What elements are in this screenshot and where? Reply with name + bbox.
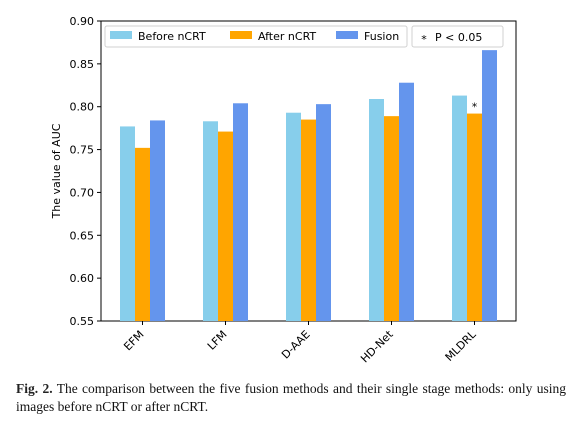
y-tick-label: 0.60: [70, 272, 95, 285]
y-tick-label: 0.90: [70, 15, 95, 28]
bar: [120, 126, 135, 321]
x-tick-label: D-AAE: [279, 328, 313, 362]
significance-marker: *: [472, 101, 478, 114]
legend-label: After nCRT: [258, 30, 316, 43]
y-tick-label: 0.75: [70, 144, 95, 157]
bar: [203, 121, 218, 322]
legend-box: [104, 25, 408, 48]
legend-swatch: [336, 31, 358, 39]
legend-swatch: [230, 31, 252, 39]
bar: [301, 119, 316, 321]
x-axis: EFM LFM D-AAE HD-Net MLDRL: [121, 321, 479, 365]
bar: [482, 50, 497, 322]
bar: [369, 99, 384, 321]
bars: [120, 50, 497, 322]
figure-caption: Fig. 2. The comparison between the five …: [16, 380, 566, 416]
y-tick-label: 0.85: [70, 58, 95, 71]
legend-note-box: [411, 25, 504, 48]
bar: [286, 112, 301, 321]
legend: Before nCRT After nCRT Fusion * P < 0.05: [104, 25, 504, 48]
legend-note-text: P < 0.05: [435, 31, 482, 44]
bar: [150, 120, 165, 321]
legend-label: Before nCRT: [138, 30, 206, 43]
y-tick-label: 0.55: [70, 315, 95, 328]
y-axis: 0.55 0.60 0.65 0.70 0.75 0.80 0.85 0.90: [70, 15, 101, 328]
y-tick-label: 0.70: [70, 186, 95, 199]
y-axis-label: The value of AUC: [50, 123, 63, 219]
bar: [135, 147, 150, 321]
legend-note-marker: *: [421, 33, 427, 46]
legend-swatch: [110, 31, 132, 39]
bar: [218, 131, 233, 321]
bar: [399, 82, 414, 321]
x-tick-label: EFM: [121, 328, 146, 353]
x-tick-label: HD-Net: [358, 327, 396, 365]
bar: [316, 104, 331, 322]
legend-label: Fusion: [364, 30, 399, 43]
x-tick-label: MLDRL: [443, 327, 480, 364]
bar: [467, 113, 482, 321]
caption-label: Fig. 2.: [16, 381, 53, 396]
caption-text: The comparison between the five fusion m…: [16, 381, 567, 414]
x-tick-label: LFM: [205, 328, 230, 353]
bar: [233, 103, 248, 322]
bar: [384, 116, 399, 322]
bar: [452, 95, 467, 321]
y-tick-label: 0.80: [70, 101, 95, 114]
y-tick-label: 0.65: [70, 229, 95, 242]
annotations: *: [472, 101, 478, 114]
